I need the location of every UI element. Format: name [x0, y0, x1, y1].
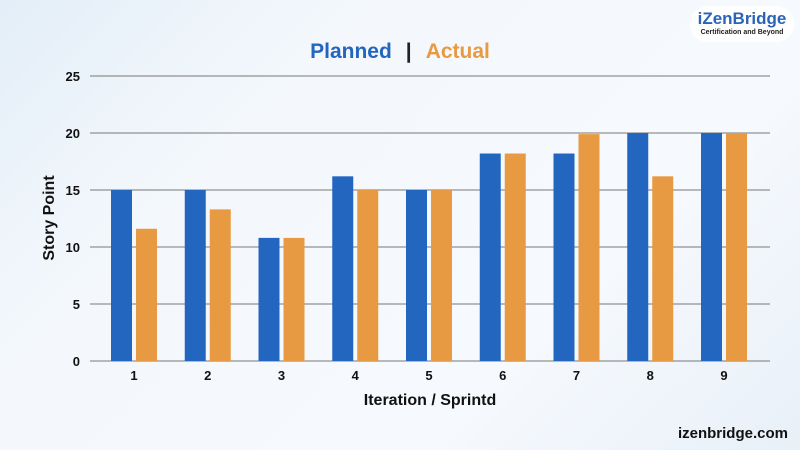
bar-actual: [726, 133, 747, 361]
bar-planned: [184, 190, 206, 361]
y-tick-label: 15: [66, 183, 80, 198]
bar-actual: [209, 209, 231, 361]
bar-planned: [701, 133, 722, 361]
legend-separator: |: [405, 40, 412, 63]
bar-actual: [283, 237, 305, 361]
bar-planned: [553, 153, 575, 361]
legend-actual: Actual: [425, 40, 490, 63]
x-axis-label: Iteration / Sprintd: [364, 392, 496, 409]
bar-actual: [578, 134, 600, 361]
bar-actual: [504, 153, 526, 361]
x-tick-label: 2: [204, 368, 211, 383]
x-tick-label: 1: [130, 368, 137, 383]
y-axis-label: Story Point: [41, 175, 58, 261]
y-tick-label: 20: [66, 126, 80, 141]
y-tick-label: 0: [73, 354, 80, 369]
logo-tagline: Certification and Beyond: [700, 29, 784, 36]
bar-actual: [357, 190, 379, 361]
y-tick-label: 10: [66, 240, 80, 255]
bar-actual: [431, 190, 452, 361]
x-tick-label: 3: [278, 368, 285, 383]
bar-planned: [627, 133, 649, 361]
website-footer: izenbridge.com: [677, 425, 788, 442]
x-tick-label: 7: [573, 368, 580, 383]
y-tick-label: 25: [66, 69, 80, 84]
y-tick-label: 5: [73, 297, 80, 312]
x-tick-label: 8: [647, 368, 654, 383]
legend-planned: Planned: [310, 40, 392, 63]
bar-actual: [652, 176, 674, 361]
x-tick-label: 6: [499, 368, 506, 383]
bar-actual: [136, 228, 157, 361]
izenbridge-logo: iZenBridge Certification and Beyond: [690, 6, 794, 42]
bar-planned: [479, 153, 501, 361]
x-tick-label: 4: [352, 368, 360, 383]
logo-name: iZenBridge: [697, 9, 787, 28]
x-tick-label: 9: [720, 368, 727, 383]
bar-planned: [332, 176, 354, 361]
chart-title: Planned | Actual: [0, 40, 800, 64]
x-tick-label: 5: [425, 368, 432, 383]
bar-planned: [406, 190, 427, 361]
bar-planned: [258, 237, 280, 361]
bar-planned: [111, 190, 132, 361]
